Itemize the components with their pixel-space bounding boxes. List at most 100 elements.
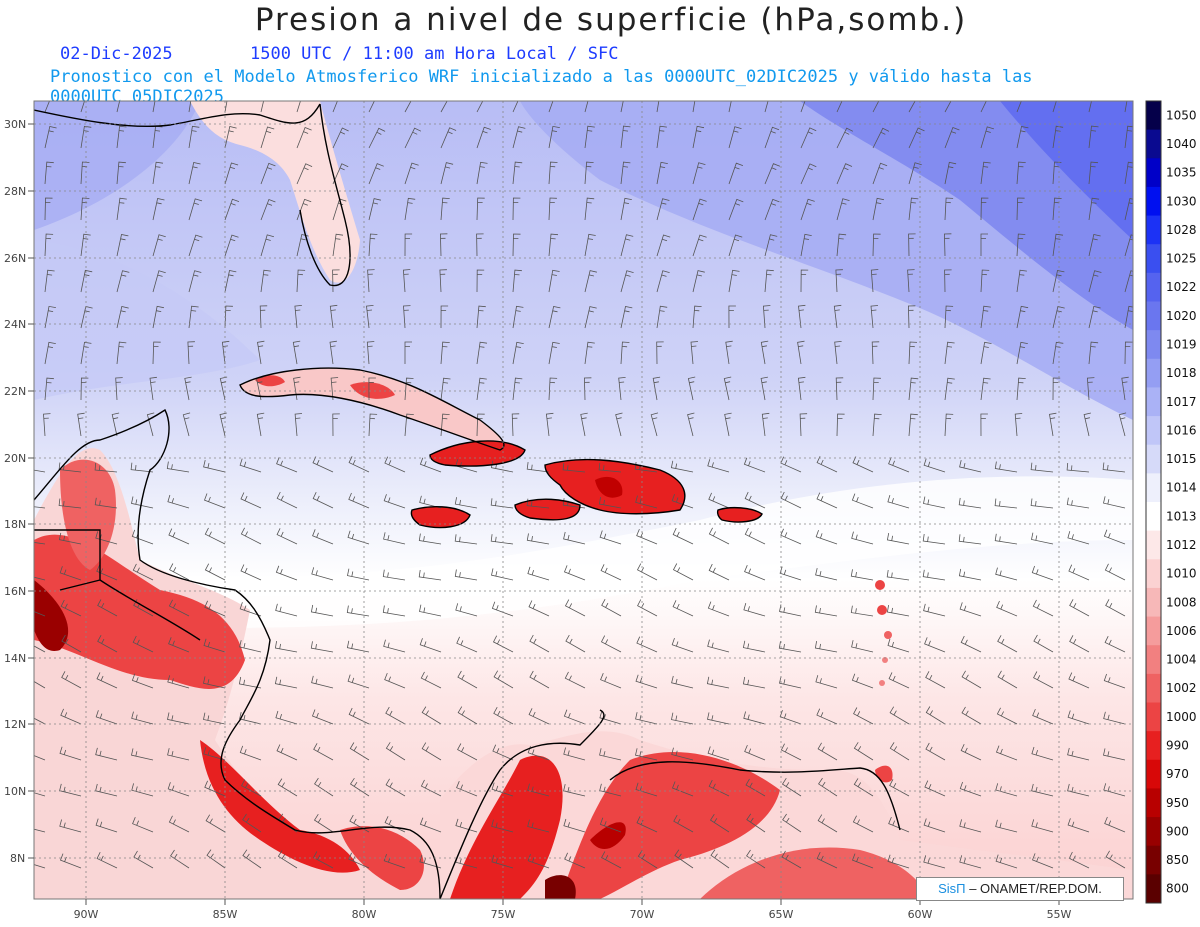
wind-barb xyxy=(440,197,450,221)
wind-barb xyxy=(476,101,484,113)
lat-label-18n: 18N xyxy=(4,518,26,531)
wind-barb xyxy=(958,568,982,581)
wind-barb xyxy=(710,849,730,869)
wind-barb xyxy=(620,161,631,185)
wind-barb xyxy=(60,599,82,617)
colorbar-swatch xyxy=(1146,817,1161,847)
wind-barb xyxy=(204,600,226,617)
wind-barb xyxy=(528,708,550,725)
wind-barb xyxy=(332,413,340,437)
wind-barb xyxy=(1124,270,1133,293)
wind-barb xyxy=(224,270,237,293)
wind-barb xyxy=(778,641,802,653)
wind-barb xyxy=(454,497,478,509)
wind-barb xyxy=(872,127,890,149)
credit-text: – ONAMET/REP.DOM. xyxy=(969,881,1102,896)
wind-barb xyxy=(457,706,478,725)
wind-barb xyxy=(34,792,46,797)
wind-barb xyxy=(908,233,916,257)
wind-barb xyxy=(94,497,118,509)
wind-barb xyxy=(980,161,991,185)
wind-barb xyxy=(421,742,442,761)
wind-barb xyxy=(132,563,154,581)
wind-barb xyxy=(1031,783,1054,797)
wind-barb xyxy=(781,850,802,869)
wind-barb xyxy=(257,340,265,365)
wind-barb xyxy=(1014,413,1023,437)
wind-barb xyxy=(764,101,769,113)
wind-barb xyxy=(871,341,880,365)
wind-barb xyxy=(348,852,370,869)
wind-barb xyxy=(167,494,190,509)
wind-barb xyxy=(512,101,519,113)
wind-barb xyxy=(58,532,82,545)
wind-barb xyxy=(887,638,910,653)
wind-barb xyxy=(886,605,910,617)
wind-barb xyxy=(276,744,298,761)
wind-barb xyxy=(152,270,166,293)
wind-barb xyxy=(95,747,118,761)
wind-barb xyxy=(80,233,91,257)
wind-barb xyxy=(600,564,622,581)
wind-barb xyxy=(511,413,520,437)
wind-barb xyxy=(382,569,406,581)
lat-label-16n: 16N xyxy=(4,585,26,598)
wind-barb xyxy=(168,637,190,653)
wind-barb xyxy=(116,101,121,113)
wind-barb xyxy=(332,269,340,293)
wind-barb xyxy=(131,496,154,509)
wind-barb xyxy=(1052,377,1061,401)
wind-barb xyxy=(851,673,874,689)
wind-barb xyxy=(204,563,226,581)
wind-barb xyxy=(959,602,982,617)
wind-barb xyxy=(944,305,954,329)
wind-barb xyxy=(224,162,239,185)
wind-barb xyxy=(687,412,695,437)
wind-barb xyxy=(43,413,51,437)
wind-barb xyxy=(994,533,1018,545)
colorbar-label: 800 xyxy=(1166,882,1189,896)
wind-barb xyxy=(853,742,874,761)
wind-barb xyxy=(1067,818,1090,833)
wind-barb xyxy=(97,599,118,617)
wind-barb xyxy=(779,566,802,581)
wind-barb xyxy=(997,635,1018,653)
wind-barb xyxy=(656,101,660,113)
wind-barb xyxy=(671,712,694,725)
wind-barb xyxy=(1032,599,1054,617)
wind-barb xyxy=(708,563,730,581)
wind-barb xyxy=(671,637,694,653)
wind-barb xyxy=(1103,496,1126,509)
colorbar-swatch xyxy=(1146,702,1161,732)
colorbar-label: 1008 xyxy=(1166,595,1197,609)
wind-barb xyxy=(834,341,842,365)
colorbar-swatch xyxy=(1146,845,1161,875)
wind-barb xyxy=(367,269,375,293)
wind-barb xyxy=(944,197,954,221)
wind-barb xyxy=(294,305,302,329)
wind-barb xyxy=(980,305,991,329)
wind-barb xyxy=(584,125,595,149)
wind-barb xyxy=(836,198,850,221)
wind-barb xyxy=(149,376,157,401)
wind-barb xyxy=(419,854,442,869)
wind-barb xyxy=(242,813,262,833)
colorbar-label: 1028 xyxy=(1166,223,1197,237)
wind-barb xyxy=(1088,234,1101,257)
colorbar-label: 990 xyxy=(1166,738,1189,752)
wind-barb xyxy=(671,675,694,689)
wind-barb xyxy=(780,528,802,545)
wind-barb xyxy=(59,819,82,833)
wind-barb xyxy=(943,233,952,257)
wind-barb xyxy=(656,125,667,149)
wind-barb xyxy=(944,341,955,365)
colorbar-swatch xyxy=(1146,101,1161,131)
wind-barb xyxy=(131,711,154,725)
wind-barb xyxy=(564,671,586,689)
wind-barb xyxy=(872,197,884,221)
wind-barb xyxy=(1088,270,1102,293)
wind-barb xyxy=(368,101,375,113)
wind-barb xyxy=(116,234,129,257)
wind-barb xyxy=(203,712,226,725)
wind-barb xyxy=(744,491,766,509)
